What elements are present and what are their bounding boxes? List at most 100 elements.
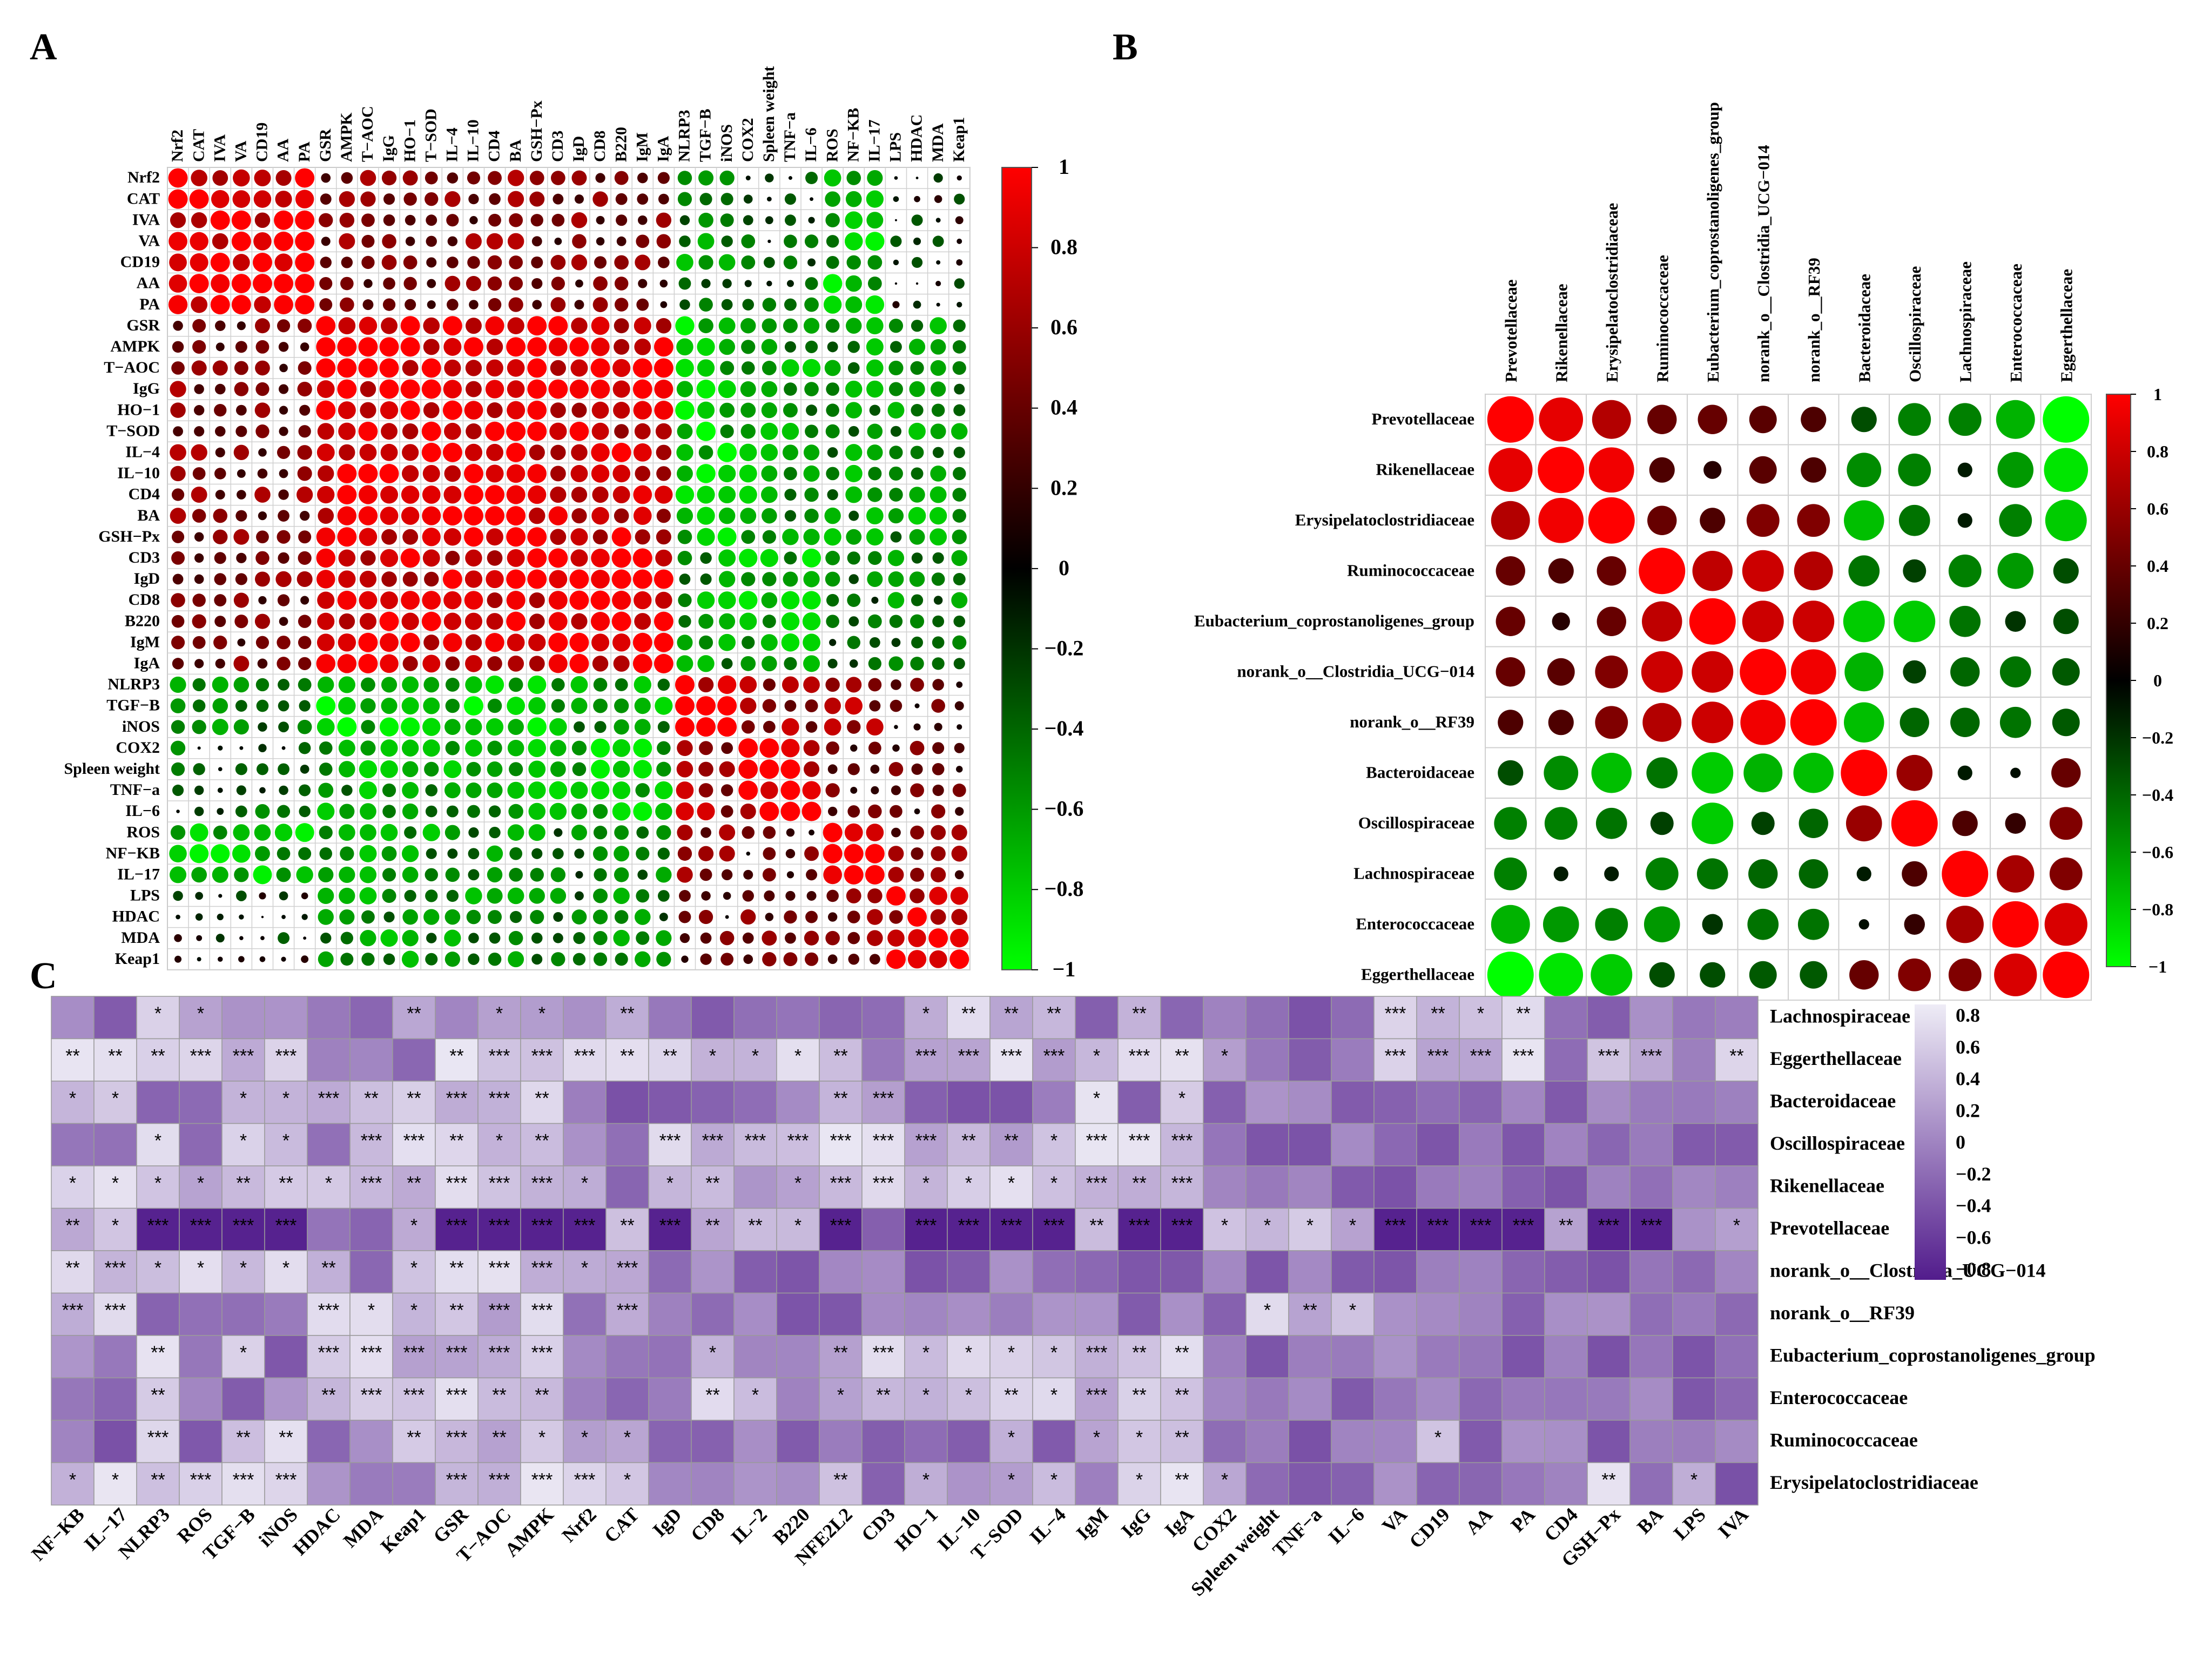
correlation-circle: [193, 763, 205, 775]
correlation-circle: [741, 234, 756, 248]
correlation-circle: [570, 528, 588, 546]
heatmap-cell: [221, 1207, 265, 1251]
heatmap-cell: [1075, 1207, 1119, 1251]
significance-stars: ***: [489, 1258, 510, 1278]
correlation-circle: [1498, 710, 1524, 736]
correlation-circle: [360, 550, 376, 566]
correlation-circle: [277, 530, 291, 544]
correlation-circle: [696, 421, 716, 441]
correlation-circle: [443, 633, 462, 652]
row-label: CD8: [129, 591, 160, 609]
correlation-circle: [404, 826, 417, 839]
correlation-circle: [591, 338, 610, 356]
correlation-circle: [763, 720, 776, 733]
correlation-circle: [826, 255, 839, 269]
correlation-circle: [957, 238, 962, 244]
significance-stars: *: [1136, 1427, 1143, 1448]
correlation-circle: [278, 489, 289, 500]
heatmap-cell: [179, 1335, 223, 1379]
correlation-circle: [888, 319, 904, 333]
correlation-circle: [340, 932, 354, 944]
correlation-circle: [953, 572, 966, 585]
correlation-circle: [2010, 767, 2021, 778]
correlation-circle: [485, 485, 505, 505]
correlation-circle: [528, 675, 547, 694]
heatmap-cell: [1416, 1165, 1460, 1209]
correlation-circle: [316, 718, 335, 736]
correlation-circle: [890, 341, 902, 353]
correlation-circle: [554, 828, 563, 837]
column-label: Nrf2: [558, 1503, 601, 1546]
heatmap-cell: [861, 996, 905, 1040]
correlation-circle: [423, 635, 440, 651]
heatmap-cell: [1672, 1420, 1716, 1463]
heatmap-cell: [1373, 1165, 1417, 1209]
correlation-circle: [194, 426, 205, 437]
correlation-circle: [215, 658, 225, 669]
correlation-circle: [318, 676, 334, 693]
heatmap-cell: [1075, 1123, 1119, 1166]
correlation-circle: [696, 696, 716, 716]
correlation-circle: [635, 465, 651, 482]
heatmap-cell: [221, 1123, 265, 1166]
heatmap-cell: [1544, 1420, 1588, 1463]
correlation-circle: [1794, 551, 1833, 591]
correlation-circle: [570, 781, 588, 799]
correlation-circle: [447, 236, 458, 247]
correlation-circle: [845, 211, 863, 230]
row-label: Eggerthellaceae: [1770, 1048, 1902, 1069]
correlation-circle: [931, 867, 946, 882]
correlation-circle: [316, 316, 336, 336]
significance-stars: *: [197, 1003, 204, 1024]
correlation-circle: [300, 764, 309, 774]
significance-stars: *: [1690, 1470, 1698, 1490]
correlation-circle: [528, 485, 547, 504]
correlation-circle: [487, 740, 502, 755]
heatmap-cell: [1672, 1377, 1716, 1421]
correlation-circle: [444, 422, 461, 440]
correlation-circle: [359, 528, 378, 546]
correlation-circle: [611, 442, 631, 462]
correlation-circle: [1790, 649, 1836, 695]
correlation-circle: [931, 572, 945, 586]
correlation-circle: [464, 401, 483, 420]
heatmap-cell: [563, 1165, 607, 1209]
correlation-circle: [846, 318, 862, 334]
correlation-circle: [823, 822, 843, 842]
heatmap-cell: [93, 1165, 137, 1209]
correlation-circle: [740, 424, 756, 439]
correlation-circle: [317, 485, 335, 504]
correlation-circle: [593, 276, 608, 291]
column-label: CD8: [686, 1503, 729, 1546]
correlation-circle: [569, 379, 589, 399]
correlation-circle: [867, 276, 882, 291]
heatmap-cell: [904, 1420, 948, 1463]
correlation-circle: [486, 613, 503, 630]
correlation-circle: [739, 485, 757, 504]
correlation-circle: [593, 698, 608, 713]
correlation-circle: [571, 444, 588, 461]
correlation-circle: [380, 739, 398, 757]
significance-stars: ***: [1171, 1131, 1193, 1151]
correlation-circle: [679, 890, 691, 902]
correlation-circle: [318, 465, 334, 482]
heatmap-cell: [1160, 1038, 1204, 1082]
heatmap-cell: [904, 1123, 948, 1166]
heatmap-cell: [1501, 1123, 1545, 1166]
correlation-circle: [464, 612, 483, 630]
correlation-circle: [215, 447, 225, 457]
row-label: CD3: [129, 549, 160, 566]
colorbar-tick-label: 0.4: [1050, 395, 1077, 420]
heatmap-cell: [904, 1038, 948, 1082]
correlation-circle: [381, 170, 397, 186]
correlation-circle: [890, 531, 902, 543]
correlation-circle: [909, 529, 925, 545]
correlation-circle: [591, 781, 610, 800]
correlation-circle: [826, 403, 839, 417]
heatmap-cell: [1075, 1462, 1119, 1506]
correlation-circle: [658, 257, 670, 268]
significance-stars: ***: [531, 1046, 553, 1067]
correlation-circle: [1904, 914, 1925, 935]
significance-stars: **: [1431, 1003, 1445, 1024]
correlation-circle: [278, 700, 289, 712]
